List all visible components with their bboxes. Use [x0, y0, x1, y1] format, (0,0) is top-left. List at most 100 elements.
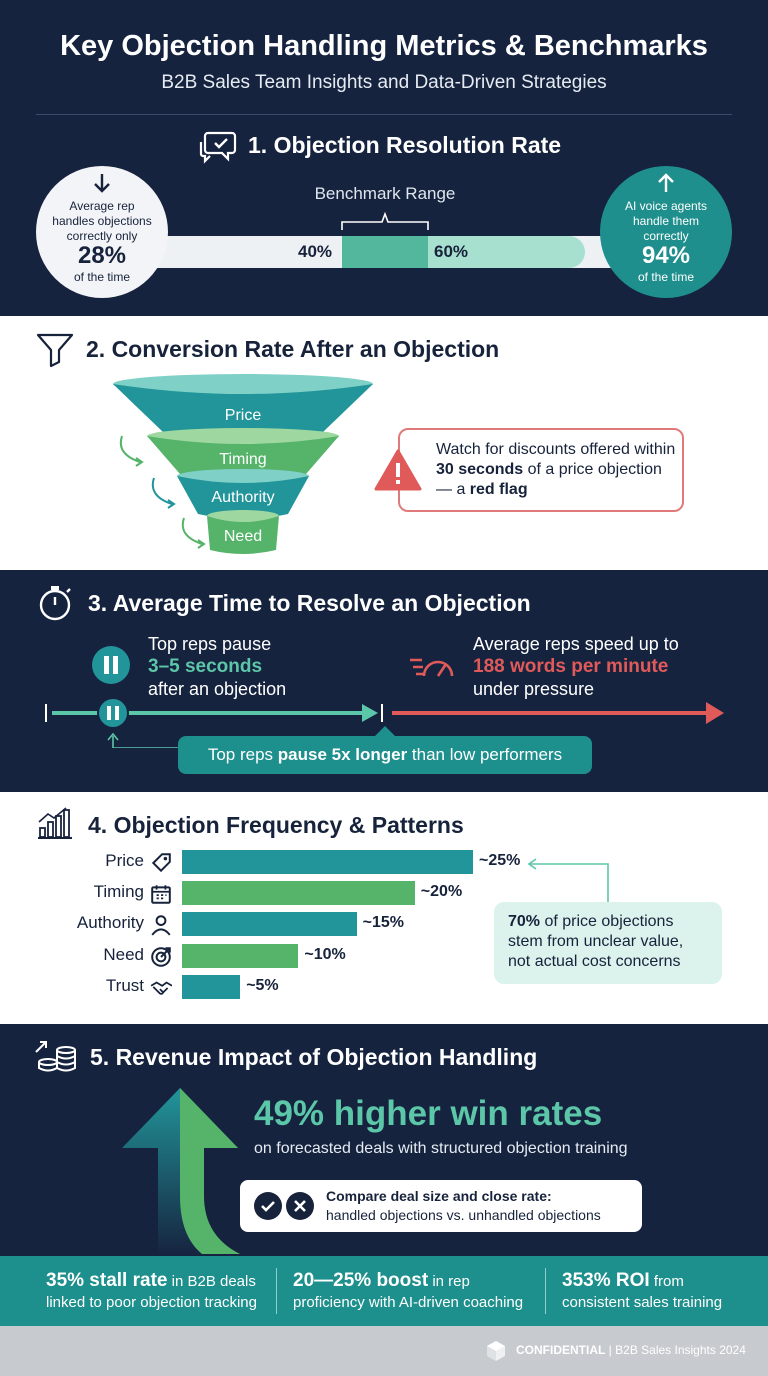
pause-note-bold: pause 5x longer	[277, 745, 408, 764]
price-tag-icon	[150, 852, 172, 874]
ai-rate-line4: of the time	[637, 270, 695, 284]
section-3-title: 3. Average Time to Resolve an Objection	[88, 590, 531, 616]
footer-separator: |	[608, 1343, 612, 1357]
rep-rate-circle: Average rep handles objections correctly…	[36, 166, 168, 298]
bar-price	[182, 850, 473, 874]
pause-note-post: than low performers	[407, 745, 563, 764]
top-reps-line1: Top reps pause	[148, 634, 272, 654]
check-icon	[254, 1192, 282, 1220]
bar-value-timing: ~20%	[420, 883, 463, 901]
handshake-icon	[150, 977, 173, 999]
bar-trust	[182, 974, 241, 999]
rep-rate-line2: handles objections	[52, 214, 152, 228]
bar-chart-icon	[38, 807, 72, 839]
chat-check-icon	[199, 131, 237, 164]
target-icon	[150, 946, 172, 968]
pause-icon	[92, 646, 130, 684]
stat-3-rest: from	[649, 1273, 684, 1290]
funnel-stage-need: Need	[223, 528, 263, 545]
bar-label-need: Need	[103, 944, 144, 964]
avg-reps-line2: under pressure	[473, 679, 595, 699]
pause-note-pointer	[375, 726, 395, 736]
rep-rate-line4: of the time	[73, 270, 131, 284]
growth-arrow-graphic	[122, 1088, 240, 1256]
stat-roi: 353% ROI from consistent sales training	[562, 1270, 762, 1311]
frequency-bar-chart: Price ~25% Timing ~20% Authority ~15% Need ~10%…	[0, 850, 560, 1006]
bar-authority	[182, 912, 357, 937]
footer: CONFIDENTIAL | B2B Sales Insights 2024	[0, 1326, 768, 1376]
ai-rate-line3: correctly	[643, 229, 689, 243]
funnel-stage-timing: Timing	[219, 451, 267, 468]
callout-text3: not actual cost concerns	[508, 953, 681, 970]
red-flag-alert	[398, 428, 684, 512]
ai-rate-circle: AI voice agents handle them correctly 94…	[600, 166, 732, 298]
callout-text1: of price objections	[540, 913, 674, 930]
footer-text: CONFIDENTIAL | B2B Sales Insights 2024	[516, 1343, 746, 1357]
rep-rate-line3: correctly only	[66, 229, 138, 243]
top-reps-value: 3–5 seconds	[148, 656, 263, 677]
x-icon	[286, 1192, 314, 1220]
bar-value-trust: ~5%	[246, 976, 279, 994]
section-time-to-resolve: 3. Average Time to Resolve an Objection …	[0, 570, 768, 792]
ai-rate-line1: AI voice agents	[624, 199, 708, 213]
bar-label-authority: Authority	[76, 913, 144, 933]
footer-caption: B2B Sales Insights 2024	[615, 1343, 746, 1357]
timeline	[45, 698, 724, 748]
callout-text2: stem from unclear value,	[508, 933, 684, 950]
section-revenue-impact: 5. Revenue Impact of Objection Handling …	[0, 1024, 768, 1256]
stat-1-line2: linked to poor objection tracking	[46, 1294, 257, 1311]
section-1-title: 1. Objection Resolution Rate	[248, 132, 562, 158]
stat-2-line2: proficiency with AI-driven coaching	[293, 1294, 524, 1311]
funnel-icon	[36, 333, 74, 368]
speed-icon	[410, 658, 454, 677]
rep-rate-line1: Average rep	[69, 199, 135, 213]
calendar-icon	[150, 883, 172, 905]
bar-label-timing: Timing	[93, 882, 144, 902]
conversion-funnel	[113, 374, 373, 554]
win-rate-headline: 49% higher win rates	[254, 1094, 603, 1133]
stat-divider-2	[545, 1268, 546, 1314]
range-fill-high	[428, 236, 585, 268]
coins-growth-icon	[35, 1041, 76, 1072]
range-fill-low	[342, 236, 428, 268]
rep-rate-value: 28%	[77, 242, 127, 269]
compare-title: Compare deal size and close rate:	[326, 1188, 552, 1204]
funnel-stage-authority: Authority	[211, 489, 275, 506]
bar-timing	[182, 881, 415, 906]
stat-3-bold: 353% ROI	[562, 1270, 650, 1291]
alert-text-pre: Watch for discounts offered within	[436, 441, 676, 458]
arrow-up-icon	[658, 173, 674, 192]
page-subtitle: B2B Sales Team Insights and Data-Driven …	[161, 72, 607, 93]
pause-note: Top reps pause 5x longer than low perfor…	[178, 736, 592, 774]
header-divider	[36, 114, 732, 115]
benchmark-label: Benchmark Range	[314, 184, 456, 203]
section-frequency: 4. Objection Frequency & Patterns Price ~…	[0, 792, 768, 1024]
bar-label-trust: Trust	[105, 975, 144, 995]
section-4-title: 4. Objection Frequency & Patterns	[88, 812, 464, 838]
bar-value-need: ~10%	[304, 945, 346, 963]
stat-3-line2: consistent sales training	[562, 1294, 723, 1311]
compare-text: handled objections vs. unhandled objecti…	[326, 1207, 601, 1223]
price-callout: 70% of price objections stem from unclea…	[494, 902, 722, 984]
stat-2-rest: in rep	[428, 1273, 470, 1290]
pause-note-pre: Top reps	[207, 745, 278, 764]
bar-value-price: ~25%	[479, 852, 521, 869]
stat-stall-rate: 35% stall rate in B2B deals linked to po…	[46, 1270, 286, 1311]
ai-rate-value: 94%	[641, 242, 691, 269]
person-icon	[150, 914, 172, 936]
top-reps-line2: after an objection	[148, 679, 287, 699]
stat-boost: 20—25% boost in rep proficiency with AI-…	[293, 1270, 543, 1311]
benchmark-bracket	[341, 211, 429, 230]
arrow-down-icon	[94, 174, 110, 193]
bar-label-price: Price	[105, 851, 144, 870]
range-low-label: 40%	[298, 242, 333, 261]
page-title: Key Objection Handling Metrics & Benchma…	[60, 30, 708, 62]
red-flag-text: Watch for discounts offered within 30 se…	[436, 440, 680, 500]
header: Key Objection Handling Metrics & Benchma…	[0, 0, 768, 118]
compare-box: Compare deal size and close rate: handle…	[240, 1180, 642, 1232]
section-resolution-rate: 1. Objection Resolution Rate 40% 60% Ben…	[0, 118, 768, 316]
alert-text-flag: red flag	[469, 481, 528, 498]
footer-confidential: CONFIDENTIAL	[516, 1343, 606, 1357]
funnel-stage-price: Price	[224, 407, 262, 424]
stat-2-bold: 20—25% boost	[293, 1270, 429, 1291]
